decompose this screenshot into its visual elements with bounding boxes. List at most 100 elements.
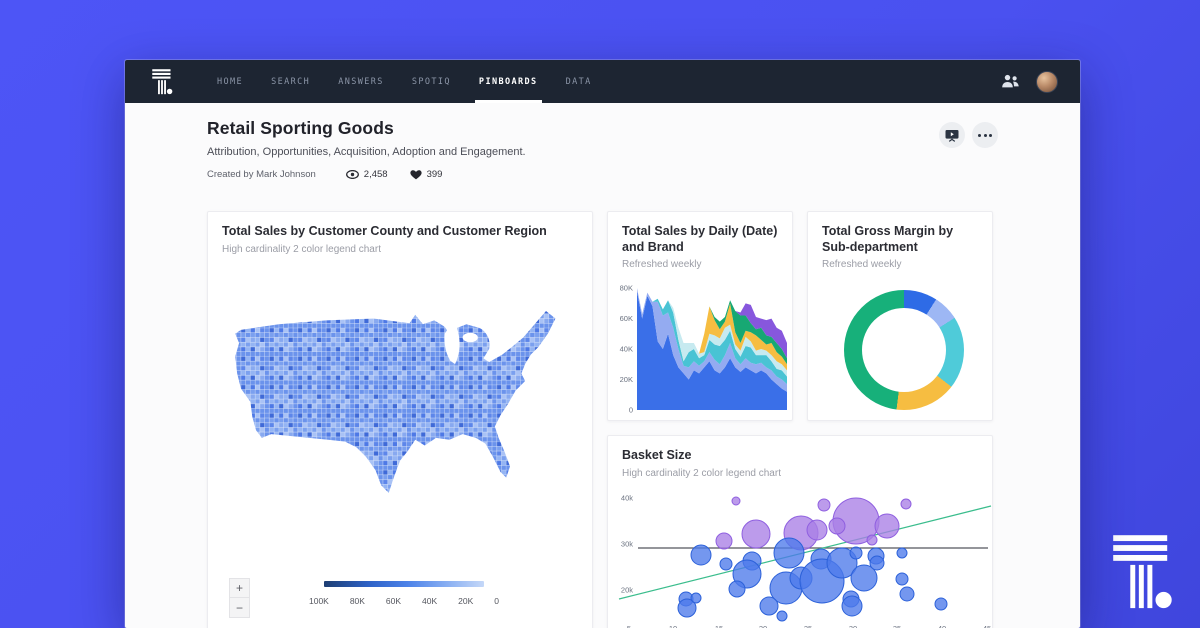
present-icon (945, 129, 959, 142)
donut-chart[interactable] (844, 290, 964, 410)
map-legend-labels: 100K 80K 60K 40K 20K 0 (309, 596, 499, 606)
user-avatar[interactable] (1036, 70, 1058, 93)
basket-x-tick: 10 (669, 624, 677, 628)
bubble-blue[interactable] (677, 598, 697, 618)
area-y-tick: 20K (620, 375, 633, 384)
page-subtitle: Attribution, Opportunities, Acquisition,… (207, 146, 526, 158)
area-y-tick: 80K (620, 284, 633, 293)
us-choropleth-map[interactable] (222, 270, 582, 566)
bubble-purple[interactable] (817, 498, 831, 512)
nav-tab-data[interactable]: DATA (565, 76, 592, 87)
thoughtspot-logo-icon[interactable] (147, 68, 177, 96)
basket-y-tick: 20k (621, 586, 633, 595)
bubble-blue[interactable] (690, 592, 702, 604)
bubble-blue[interactable] (719, 557, 733, 571)
nav-tabs: HOME SEARCH ANSWERS SPOTIQ PINBOARDS DATA (217, 60, 592, 103)
basket-x-tick: 40 (938, 624, 946, 628)
views-eye-icon (345, 170, 359, 179)
area-y-tick: 0 (629, 406, 633, 415)
bubble-purple[interactable] (806, 519, 828, 541)
area-series-brand-7 (637, 288, 787, 359)
area-series-brand-5 (637, 288, 787, 371)
bubble-blue[interactable] (841, 595, 863, 617)
likes-count: 399 (426, 169, 443, 180)
stacked-area-chart[interactable]: 80K 60K 40K 20K 0 (608, 212, 793, 421)
basket-y-tick: 30k (621, 540, 633, 549)
bubble-blue[interactable] (896, 547, 908, 559)
thoughtspot-watermark-logo (1113, 535, 1172, 609)
card-title: Total Gross Margin by Sub-department (822, 224, 954, 254)
basket-x-tick: 25 (804, 624, 812, 628)
card-total-sales-by-daily-brand[interactable]: Total Sales by Daily (Date) and Brand Re… (607, 211, 793, 421)
card-basket-size[interactable]: Basket Size High cardinality 2 color leg… (607, 435, 993, 628)
bubble-blue[interactable] (899, 586, 915, 602)
bubble-purple[interactable] (731, 496, 741, 506)
bubble-purple[interactable] (715, 532, 733, 550)
card-title: Total Sales by Daily (Date) and Brand (622, 224, 778, 254)
map-legend-label: 80K (349, 596, 365, 606)
card-subtitle: High cardinality 2 color legend chart (222, 243, 381, 255)
basket-x-tick: 5 (627, 624, 631, 628)
nav-tab-answers[interactable]: ANSWERS (338, 76, 384, 87)
area-y-tick: 40K (620, 345, 633, 354)
bubble-chart[interactable]: 40k 30k 20k 5 10 15 20 25 30 35 40 45 (608, 436, 993, 628)
card-total-sales-by-county[interactable]: Total Sales by Customer County and Custo… (207, 211, 593, 628)
basket-x-tick: 45 (983, 624, 991, 628)
users-icon[interactable] (1001, 74, 1020, 89)
bubble-purple[interactable] (874, 513, 900, 539)
area-series-brand-3 (637, 288, 787, 385)
map-legend-gradient (324, 581, 484, 587)
card-subtitle: High cardinality 2 color legend chart (622, 467, 781, 479)
bubble-blue[interactable] (776, 610, 788, 622)
bubble-blue[interactable] (728, 580, 746, 598)
bubble-purple[interactable] (900, 498, 912, 510)
nav-tab-home[interactable]: HOME (217, 76, 244, 87)
trend-line (618, 505, 992, 600)
map-legend-label: 60K (385, 596, 402, 606)
map-zoom-in-button[interactable]: + (229, 578, 250, 598)
created-by-label: Created by Mark Johnson (207, 169, 316, 180)
map-legend-label: 100K (309, 596, 329, 606)
bubble-purple[interactable] (866, 534, 878, 546)
bubble-blue[interactable] (850, 564, 878, 592)
card-gross-margin-by-subdepartment[interactable]: Total Gross Margin by Sub-department Ref… (807, 211, 993, 421)
nav-tab-search[interactable]: SEARCH (271, 76, 311, 87)
card-title: Basket Size (622, 448, 692, 462)
map-zoom-out-button[interactable]: − (229, 598, 250, 618)
basket-y-tick: 40k (621, 494, 633, 503)
us-map-shape (235, 310, 556, 493)
bubble-blue[interactable] (732, 559, 762, 589)
page-title: Retail Sporting Goods (207, 118, 394, 138)
nav-tab-pinboards[interactable]: PINBOARDS (474, 60, 542, 103)
present-button[interactable] (939, 122, 965, 148)
donut-hole (862, 308, 946, 392)
more-options-button[interactable] (972, 122, 998, 148)
bubble-blue[interactable] (826, 547, 858, 579)
nav-tab-spotiq[interactable]: SPOTIQ (411, 76, 451, 87)
bubble-blue[interactable] (759, 596, 779, 616)
map-legend-label: 0 (494, 596, 499, 606)
bubble-blue[interactable] (690, 544, 712, 566)
card-subtitle: Refreshed weekly (822, 259, 902, 271)
basket-x-tick: 35 (893, 624, 901, 628)
bubble-blue[interactable] (849, 546, 863, 560)
bubble-blue[interactable] (869, 555, 885, 571)
bubble-blue[interactable] (773, 537, 805, 569)
views-count: 2,458 (363, 169, 388, 180)
bubble-blue[interactable] (934, 597, 948, 611)
area-series-brand-2 (637, 288, 787, 392)
card-subtitle: Refreshed weekly (622, 259, 702, 271)
map-legend-label: 40K (422, 596, 438, 606)
bubble-purple[interactable] (828, 517, 846, 535)
pinboard-header: Retail Sporting Goods Attribution, Oppor… (207, 118, 998, 180)
area-series-brand-1 (637, 291, 787, 410)
card-title: Total Sales by Customer County and Custo… (222, 224, 547, 238)
ellipsis-icon (978, 133, 992, 137)
top-nav: HOME SEARCH ANSWERS SPOTIQ PINBOARDS DATA (125, 60, 1080, 103)
bubble-blue[interactable] (895, 572, 909, 586)
bubble-purple[interactable] (741, 519, 771, 549)
likes-heart-icon[interactable] (409, 169, 422, 180)
map-legend-label: 20K (458, 596, 474, 606)
basket-x-tick: 20 (759, 624, 767, 628)
